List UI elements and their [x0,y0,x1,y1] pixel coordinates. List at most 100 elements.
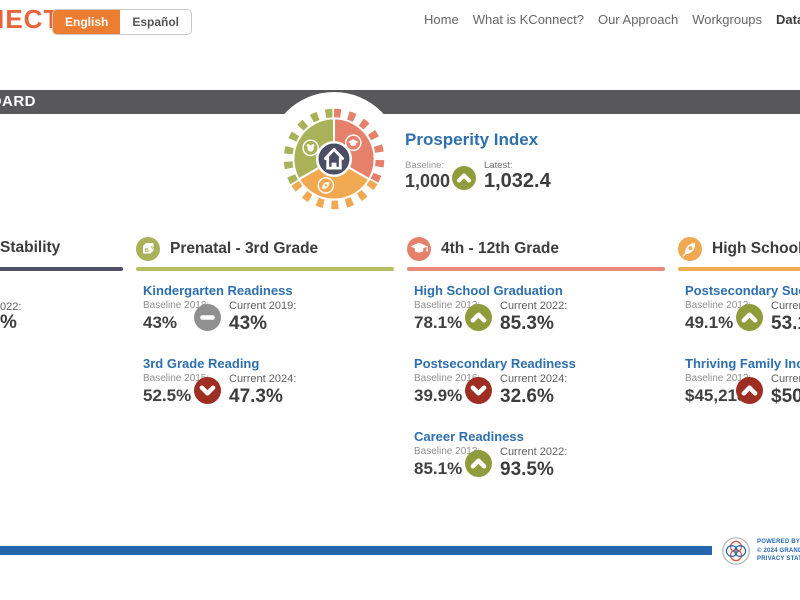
pillar-title-stability: Stability [0,239,61,256]
main-nav: Home What is KConnect? Our Approach Work… [424,12,800,27]
prosperity-baseline-value: 1,000 [405,171,451,191]
prosperity-latest-value: 1,032.4 [484,170,551,192]
current-label: Current 2019: [229,300,297,312]
metric-baseline: Baseline 2013: 78.1% [414,300,480,333]
nav-home[interactable]: Home [424,12,459,27]
metric-current: Current 2019: 43% [229,300,296,335]
current-value: 47.3% [229,386,283,407]
current-label: Current 2024: [229,373,297,385]
pillar-column-4th-12th: 4th - 12th Grade High School Graduation … [407,236,665,496]
metric-postsecondary-success: Postsecondary Success Baseline 2013: 49.… [678,283,800,339]
current-value: % [0,312,17,333]
trend-up-icon [465,304,492,331]
svg-text:B: B [145,248,149,254]
baseline-label: Baseline 2013: [414,446,481,457]
metric-baseline: Baseline 2013: $45,218 [685,373,751,406]
metric-current: Current $50 [771,373,800,408]
kconnect-logo[interactable]: KCONNECT [0,4,61,34]
footer-rings-logo [722,537,750,565]
toy-block-icon: B A [136,237,160,261]
metric-baseline: Baseline 2016: 39.9% [414,373,480,406]
current-label: Current [771,373,800,385]
trend-up-icon [452,166,476,190]
espanol-button[interactable]: Español [132,15,180,29]
current-value: 53.1 [771,313,800,334]
baseline-value: 39.9% [414,386,463,405]
current-label: Current 2022: [500,446,568,458]
nav-our-approach[interactable]: Our Approach [597,12,679,27]
footer-text: POWERED BY THE © 2024 GRAND PRIVACY STAT… [757,538,800,564]
footer-powered-by: POWERED BY THE [757,539,800,545]
pillar-column-prenatal-3rd: B A Prenatal - 3rd Grade Kindergarten Re… [136,236,394,496]
svg-text:A: A [150,244,156,250]
metric-current: Current 53.1 [771,300,800,335]
baseline-value: 43% [143,313,178,332]
pillar-column-high-school-plus: High School + Postsecondary Success Base… [678,236,800,496]
current-value: 93.5% [500,459,554,480]
graduation-cap-icon [407,237,431,261]
current-label: Current 2024: [500,373,568,385]
baseline-label: Baseline 2013: [414,300,481,311]
nav-data-impact[interactable]: Data & Impact [776,12,800,27]
current-value: 43% [229,313,268,334]
metric-thriving-family-income: Thriving Family Income Baseline 2013: $4… [678,356,800,412]
metric-current: Current 2022: 85.3% [500,300,567,335]
trend-up-red-icon [736,377,763,404]
metric-baseline: Baseline 2018: 43% [143,300,209,333]
baseline-value: 52.5% [143,386,192,405]
dashboard-banner: DASHBOARD [0,90,800,114]
footer-copyright: © 2024 GRAND [757,547,800,554]
current-value: 85.3% [500,313,554,334]
pillar-column-stability: Stability 022: % [0,236,123,496]
pillar-title-prenatal-3rd: Prenatal - 3rd Grade [170,240,319,257]
metric-link[interactable]: Postsecondary Success [685,283,800,298]
rocket-icon [678,237,702,261]
pillar-underline [678,267,800,271]
footer-privacy-link[interactable]: PRIVACY STATEMENT [757,556,800,562]
metric-current: Current 2024: 32.6% [500,373,567,408]
metric-current: Current 2022: 93.5% [500,446,567,481]
english-button[interactable]: English [53,10,121,34]
dashboard-title: DASHBOARD [0,93,36,110]
pillar-title-high-school-plus: High School + [712,240,800,257]
metric-link[interactable]: 3rd Grade Reading [143,356,260,371]
house-icon [323,147,345,170]
metric-link[interactable]: Postsecondary Readiness [414,356,576,371]
pillar-underline [0,267,123,271]
gear-logo-badge [267,92,401,226]
metric-link[interactable]: Kindergarten Readiness [143,283,293,298]
grad-cap-mini-icon [344,134,362,152]
prosperity-index-title: Prosperity Index [405,130,539,149]
baseline-value: $45,218 [685,386,747,405]
nav-workgroups[interactable]: Workgroups [692,12,763,27]
metric-link[interactable]: Thriving Family Income [685,356,800,371]
metric-kindergarten-readiness: Kindergarten Readiness Baseline 2018: 43… [136,283,394,339]
pillar-columns: Stability 022: % B A Prenatal - 3rd Grad… [0,236,800,496]
pillar-underline [407,267,665,271]
current-value: $50 [771,386,800,407]
footer-divider-bar [0,546,712,555]
metric-career-readiness: Career Readiness Baseline 2013: 85.1% Cu… [407,429,665,485]
trend-up-icon [465,450,492,477]
baseline-value: 78.1% [414,313,463,332]
trend-down-icon [194,377,221,404]
trend-down-icon [465,377,492,404]
metric-link[interactable]: Career Readiness [414,429,524,444]
nav-what-is-kconnect[interactable]: What is KConnect? [472,12,584,27]
metric-link[interactable]: High School Graduation [414,283,563,298]
trend-neutral-icon [194,304,221,331]
baseline-label: Baseline 2013: [685,300,752,311]
house-circle [315,140,353,178]
pillar-title-4th-12th: 4th - 12th Grade [441,240,559,257]
metric-baseline: Baseline 2013: 49.1% [685,300,751,333]
language-toggle: English Español [52,9,193,35]
metric-high-school-graduation: High School Graduation Baseline 2013: 78… [407,283,665,339]
baseline-label: Baseline 2015: [143,373,210,384]
pillar-underline [136,267,394,271]
metric-3rd-grade-reading: 3rd Grade Reading Baseline 2015: 52.5% C… [136,356,394,412]
metric-partial: 022: % [0,283,123,339]
baseline-value: 85.1% [414,459,463,478]
metric-baseline: Baseline 2013: 85.1% [414,446,480,479]
baseline-value: 49.1% [685,313,734,332]
gear-puzzle-icon [267,92,401,226]
